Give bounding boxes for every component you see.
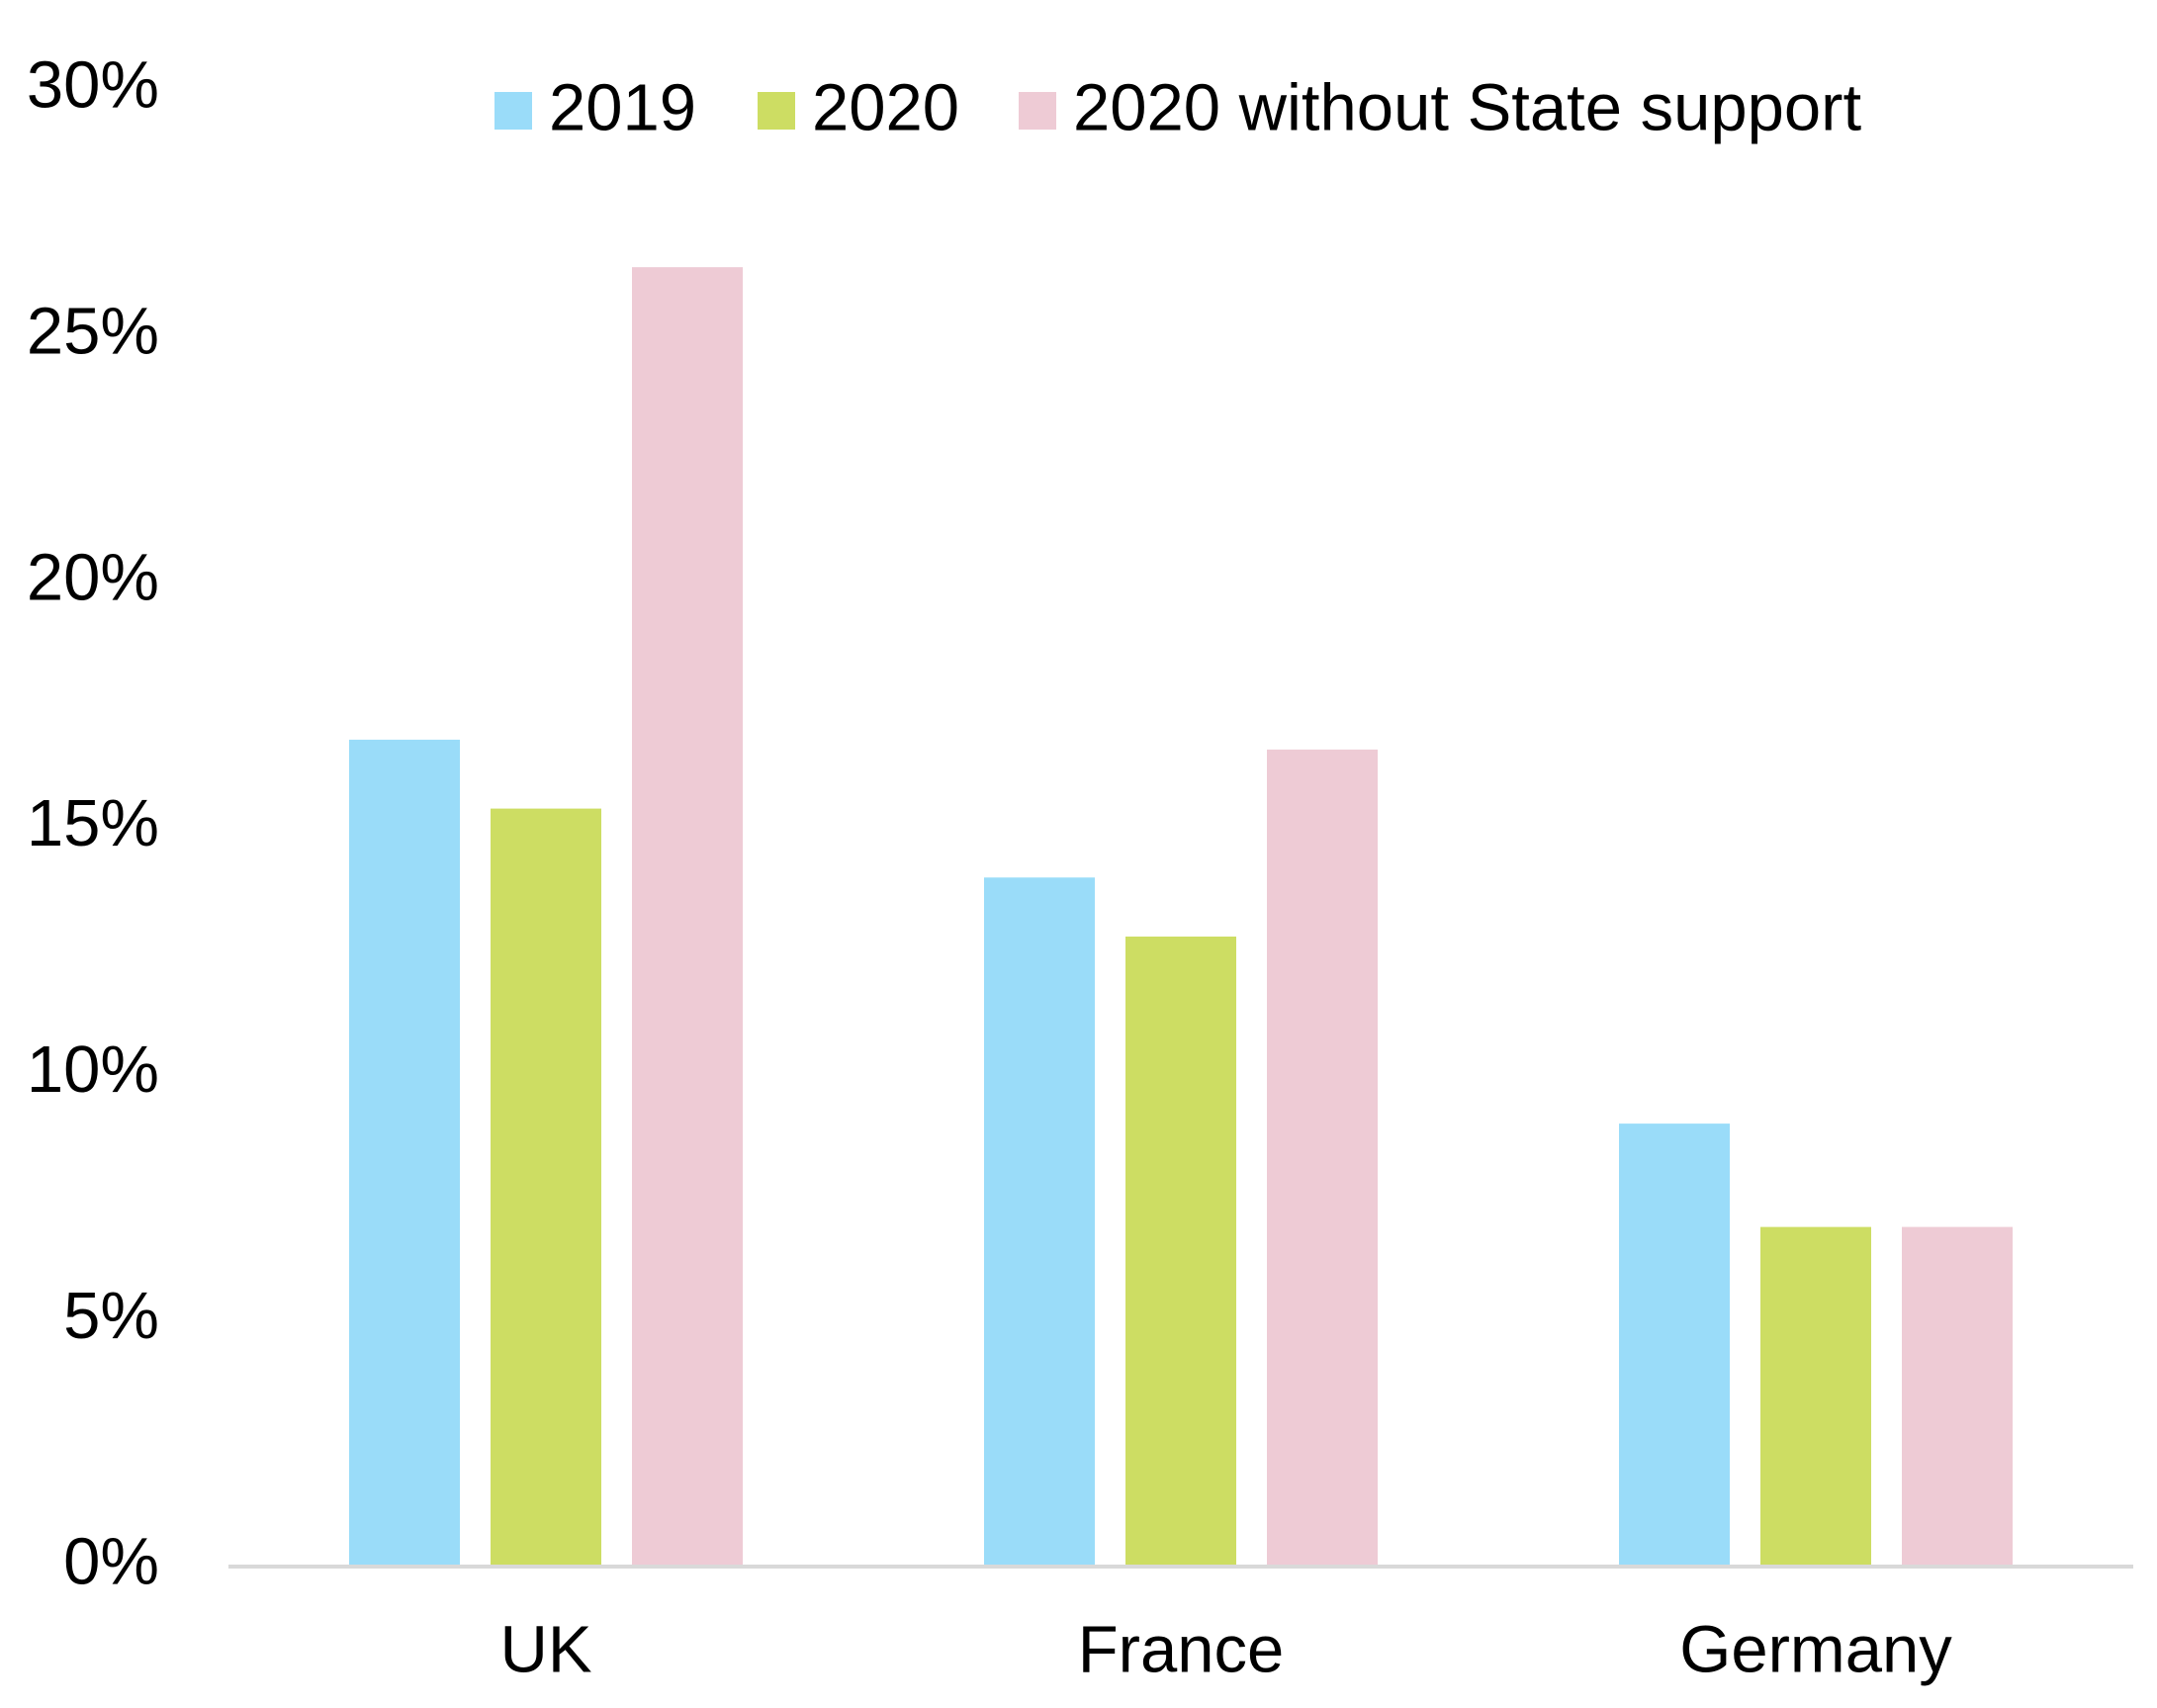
y-tick-label: 5% — [63, 1279, 159, 1353]
legend-label: 2020 without State support — [1073, 71, 1861, 145]
bar — [349, 739, 460, 1567]
bar — [1902, 1226, 2013, 1567]
bar — [1619, 1124, 1730, 1567]
y-tick-label: 30% — [27, 48, 159, 123]
x-tick-label: France — [1078, 1613, 1285, 1687]
legend-label: 2020 — [812, 71, 959, 145]
y-tick-label: 0% — [63, 1525, 159, 1599]
legend-label: 2019 — [549, 71, 696, 145]
y-tick-label: 15% — [27, 786, 159, 860]
legend-swatch — [1019, 92, 1056, 130]
bar — [1267, 749, 1378, 1567]
y-tick-label: 20% — [27, 540, 159, 614]
y-tick-label: 25% — [27, 295, 159, 369]
bar — [491, 808, 601, 1567]
bar — [984, 877, 1095, 1567]
y-tick-label: 10% — [27, 1033, 159, 1107]
bar — [1125, 936, 1236, 1567]
bar — [1760, 1226, 1871, 1567]
legend-swatch — [494, 92, 532, 130]
x-tick-label: UK — [499, 1613, 591, 1687]
bar — [632, 267, 743, 1567]
x-tick-label: Germany — [1679, 1613, 1952, 1687]
legend-swatch — [758, 92, 795, 130]
